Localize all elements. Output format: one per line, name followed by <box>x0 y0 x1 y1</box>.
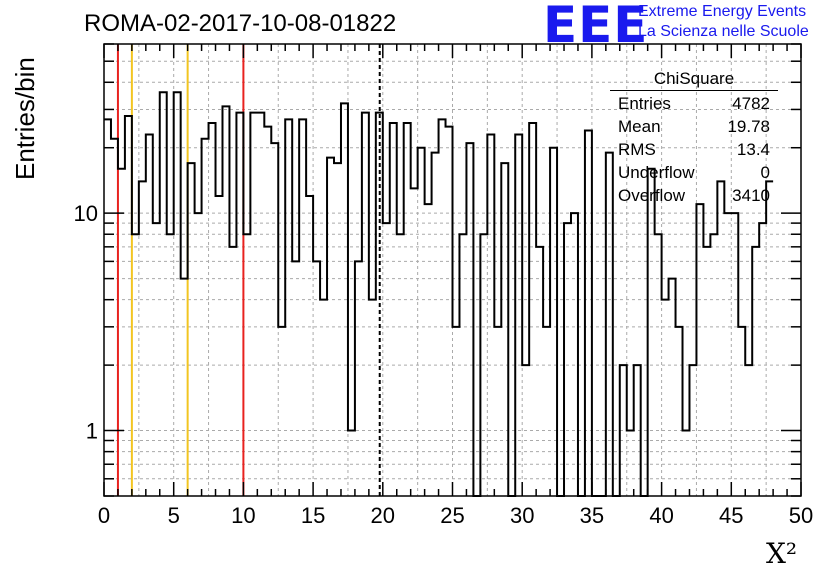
y-tick-label: 10 <box>74 201 98 226</box>
stats-row-entries: Entries 4782 <box>610 92 778 115</box>
x-tick-label: 45 <box>719 503 743 528</box>
stats-box: ChiSquare Entries 4782 Mean 19.78 RMS 13… <box>610 67 778 207</box>
stats-value: 4782 <box>732 94 770 113</box>
stats-label: Mean <box>618 117 661 136</box>
x-tick-label: 5 <box>168 503 180 528</box>
run-title: ROMA-02-2017-10-08-01822 <box>84 10 397 37</box>
stats-label: Entries <box>618 94 671 113</box>
stats-value: 0 <box>760 163 770 182</box>
stats-row-mean: Mean 19.78 <box>610 115 778 138</box>
x-tick-label: 40 <box>649 503 673 528</box>
stats-row-underflow: Underflow 0 <box>610 161 778 184</box>
x-tick-label: 30 <box>510 503 534 528</box>
x-tick-label: 15 <box>301 503 325 528</box>
stats-title: ChiSquare <box>610 67 778 91</box>
x-tick-label: 25 <box>440 503 464 528</box>
y-tick-label: 1 <box>86 419 98 444</box>
eee-logo: EEE <box>543 0 649 54</box>
stats-value: 13.4 <box>736 140 770 159</box>
stats-value: 3410 <box>732 186 770 205</box>
stats-value: 19.78 <box>727 117 770 136</box>
x-tick-label: 10 <box>231 503 255 528</box>
logo-tagline-2: La Scienza nelle Scuole <box>638 23 809 40</box>
stats-label: Overflow <box>618 186 686 205</box>
stats-label: RMS <box>618 140 656 159</box>
x-tick-label: 50 <box>789 503 813 528</box>
histogram-line <box>104 91 774 497</box>
y-axis-label: Entries/bin <box>10 57 40 180</box>
y-axis: 1 10 <box>74 43 801 497</box>
x-axis-label: X² <box>766 537 798 570</box>
x-tick-label: 20 <box>371 503 395 528</box>
x-tick-label: 0 <box>98 503 110 528</box>
stats-row-overflow: Overflow 3410 <box>610 184 778 207</box>
x-tick-label: 35 <box>580 503 604 528</box>
stats-row-rms: RMS 13.4 <box>610 138 778 161</box>
stats-label: Underflow <box>618 163 695 182</box>
logo-tagline-1: Extreme Energy Events <box>638 3 807 20</box>
x-axis: 0 5 10 15 20 25 30 35 40 45 50 <box>98 44 813 528</box>
